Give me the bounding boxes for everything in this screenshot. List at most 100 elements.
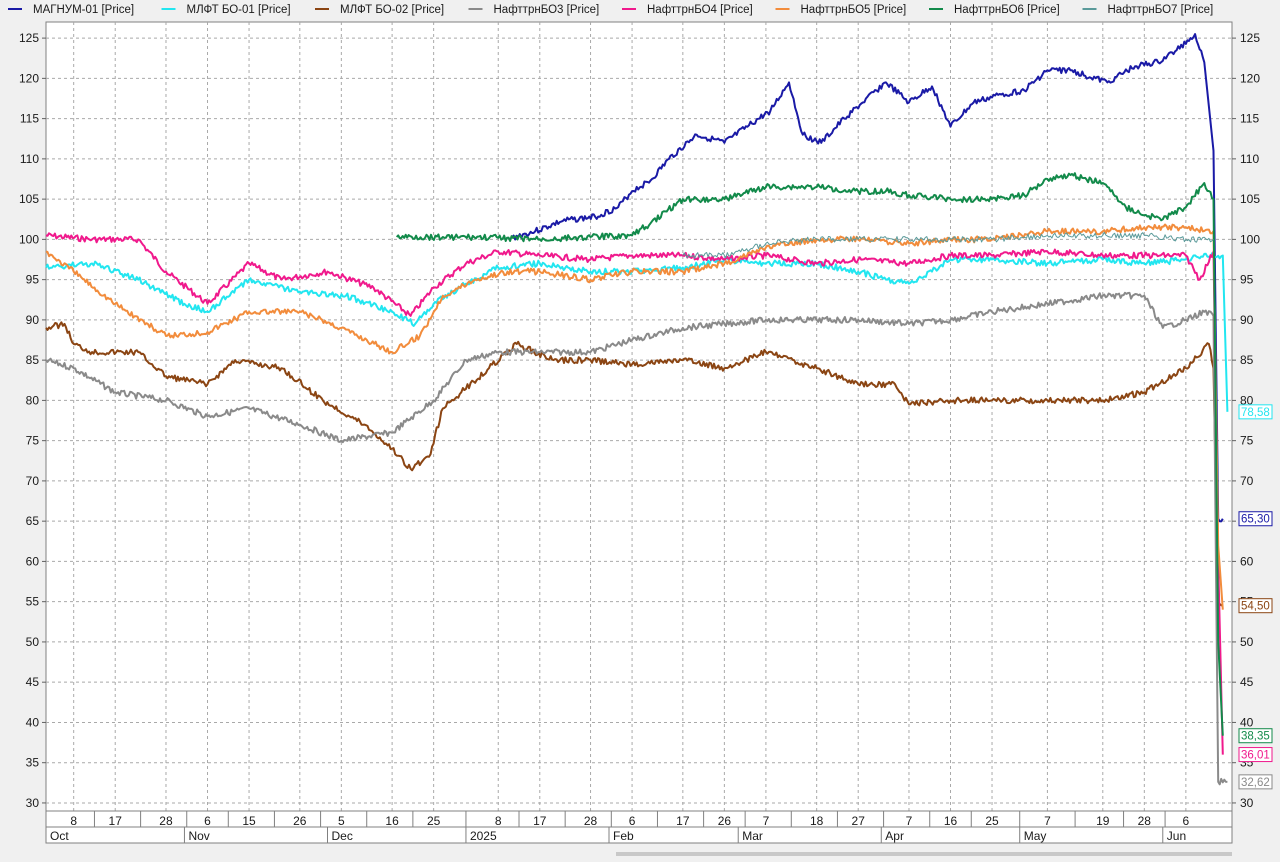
plot-area xyxy=(45,21,1233,812)
x-day-label: 7 xyxy=(906,814,913,828)
legend-item-label[interactable]: МАГНУМ-01 [Price] xyxy=(33,4,134,16)
y-tick-label-left: 120 xyxy=(19,71,39,85)
legend-item-label[interactable]: НафттрнБО3 [Price] xyxy=(494,4,600,16)
last-value-badge xyxy=(1238,747,1273,763)
y-tick-label-left: 30 xyxy=(26,796,40,810)
series-layer xyxy=(45,33,1229,786)
series-line xyxy=(45,321,1224,607)
x-day-label: 27 xyxy=(852,814,866,828)
legend: МАГНУМ-01 [Price] МЛФТ БО-01 [Price] МЛФТ … xyxy=(8,4,1213,16)
legend-item-label[interactable]: НафттрнБО4 [Price] xyxy=(647,4,753,16)
y-tick-label-left: 50 xyxy=(26,635,40,649)
y-tick-label-right: 30 xyxy=(1240,796,1254,810)
y-tick-label-left: 45 xyxy=(26,675,40,689)
y-tick-label-right: 45 xyxy=(1240,675,1254,689)
last-value-badge xyxy=(1238,774,1273,790)
y-tick-label-left: 80 xyxy=(26,393,40,407)
last-value-label: 38,35 xyxy=(1241,731,1270,743)
y-tick-label-right: 120 xyxy=(1240,71,1260,85)
series-line xyxy=(395,172,1224,736)
y-tick-label-left: 105 xyxy=(19,192,39,206)
x-day-label: 6 xyxy=(204,814,211,828)
x-month-label: Apr xyxy=(885,829,904,843)
series-line xyxy=(45,291,1228,786)
y-tick-label-left: 40 xyxy=(26,715,40,729)
legend-item-label[interactable]: НафттрнБО5 [Price] xyxy=(801,4,907,16)
last-value-label: 54,50 xyxy=(1241,601,1270,613)
legend-item-label[interactable]: НафттрнБО7 [Price] xyxy=(1108,4,1214,16)
x-month-label: 2025 xyxy=(470,829,497,843)
x-day-label: 25 xyxy=(985,814,999,828)
series-line xyxy=(682,231,1214,259)
x-day-label: 25 xyxy=(427,814,441,828)
x-day-label: 16 xyxy=(385,814,399,828)
y-tick-label-left: 55 xyxy=(26,595,40,609)
legend-item-label[interactable]: НафттрнБО6 [Price] xyxy=(954,4,1060,16)
last-value-badge xyxy=(1238,511,1273,527)
y-tick-label-left: 35 xyxy=(26,756,40,770)
y-axis-left: 30 35 40 45 50 55 60 65 70 75 80 85 90 95 100 105 110 115… xyxy=(19,31,46,810)
y-tick-label-left: 75 xyxy=(26,434,40,448)
horizontal-scrollbar[interactable] xyxy=(616,852,1232,856)
y-axis-right: 3035404550556065707580859095100105110115… xyxy=(1232,31,1260,810)
y-tick-label-left: 85 xyxy=(26,353,40,367)
y-tick-label-left: 95 xyxy=(26,273,40,287)
y-tick-label-right: 110 xyxy=(1240,152,1259,166)
x-month-label: Feb xyxy=(613,829,634,843)
x-day-label: 28 xyxy=(159,814,173,828)
y-tick-label-left: 65 xyxy=(26,514,40,528)
legend-item-label[interactable]: МЛФТ БО-01 [Price] xyxy=(187,4,291,16)
x-day-label: 15 xyxy=(242,814,256,828)
x-day-label: 17 xyxy=(676,814,690,828)
y-tick-label-right: 100 xyxy=(1240,232,1260,246)
last-value-label: 65,30 xyxy=(1241,514,1270,526)
last-value-label: 36,01 xyxy=(1241,750,1270,762)
legend-item-label[interactable]: МЛФТ БО-02 [Price] xyxy=(340,4,444,16)
y-tick-label-left: 110 xyxy=(20,152,39,166)
x-day-label: 18 xyxy=(810,814,824,828)
last-value-badge xyxy=(1238,404,1273,420)
x-day-label: 5 xyxy=(338,814,345,828)
x-day-label: 28 xyxy=(1138,814,1152,828)
last-value-label: 78,58 xyxy=(1241,407,1270,419)
x-month-label: Mar xyxy=(742,829,763,843)
x-axis-day-row xyxy=(45,810,1233,828)
y-tick-label-right: 80 xyxy=(1240,393,1254,407)
x-day-label: 7 xyxy=(1044,814,1051,828)
x-day-label: 16 xyxy=(944,814,958,828)
y-tick-label-right: 60 xyxy=(1240,554,1254,568)
x-day-label: 6 xyxy=(629,814,636,828)
x-month-label: Jun xyxy=(1167,829,1186,843)
y-tick-label-left: 70 xyxy=(26,474,40,488)
y-tick-label-right: 105 xyxy=(1240,192,1260,206)
y-tick-label-right: 70 xyxy=(1240,474,1254,488)
y-tick-label-right: 95 xyxy=(1240,273,1254,287)
x-day-label: 7 xyxy=(763,814,770,828)
y-tick-label-right: 90 xyxy=(1240,313,1254,327)
x-day-label: 17 xyxy=(109,814,123,828)
series-line xyxy=(45,232,1224,755)
y-tick-label-right: 85 xyxy=(1240,353,1254,367)
x-day-label: 6 xyxy=(1183,814,1190,828)
y-tick-label-right: 75 xyxy=(1240,434,1254,448)
x-month-label: Dec xyxy=(332,829,353,843)
x-day-label: 8 xyxy=(495,814,502,828)
y-tick-label-right: 50 xyxy=(1240,635,1254,649)
series-line xyxy=(511,33,1224,523)
y-tick-label-right: 125 xyxy=(1240,31,1260,45)
y-tick-label-left: 115 xyxy=(20,112,39,126)
x-day-label: 17 xyxy=(533,814,547,828)
y-tick-label-left: 60 xyxy=(26,554,40,568)
last-value-badge xyxy=(1238,598,1273,614)
last-value-badges: 65,30 78,58 54,50 32,62 36,01 38,35 xyxy=(1238,404,1273,790)
y-tick-label-right: 40 xyxy=(1240,715,1254,729)
x-month-label: Nov xyxy=(188,829,209,843)
x-day-label: 26 xyxy=(718,814,732,828)
x-axis: 8 17 28 6 15 26 5 16 25 8 17 28 6 17 26 7 18 27 7 16 25 7 19 28… xyxy=(45,810,1233,844)
x-month-label: Oct xyxy=(50,829,69,843)
x-day-label: 19 xyxy=(1096,814,1110,828)
x-day-label: 28 xyxy=(584,814,598,828)
last-value-label: 32,62 xyxy=(1241,777,1270,789)
y-tick-label-left: 90 xyxy=(26,313,40,327)
